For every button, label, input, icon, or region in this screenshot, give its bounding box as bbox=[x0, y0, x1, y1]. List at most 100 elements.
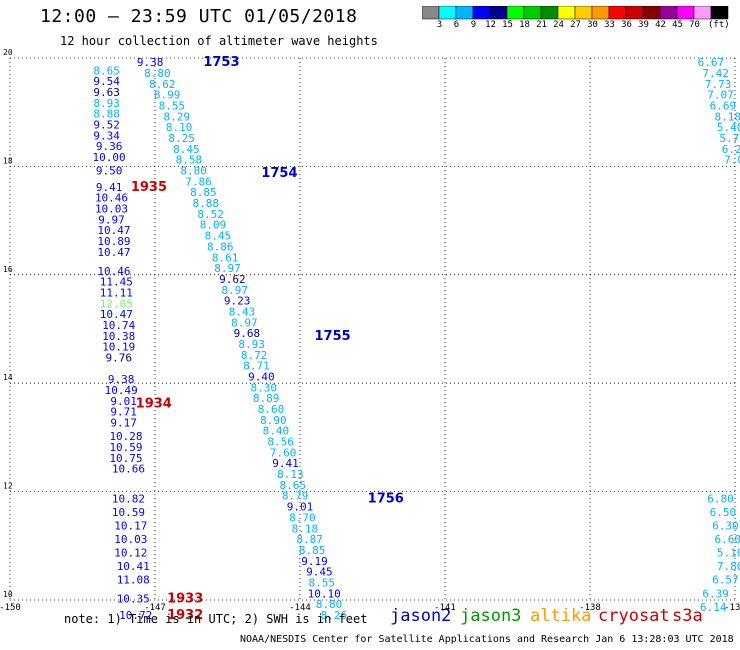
wave-height-value: 8.18 bbox=[292, 522, 319, 535]
color-swatch-label: 6 bbox=[453, 20, 460, 30]
wave-height-value: 5.10 bbox=[717, 547, 740, 560]
wave-height-value: 11.08 bbox=[117, 574, 150, 587]
wave-height-value: 6.67 bbox=[698, 56, 725, 69]
wave-height-value: 8.80 bbox=[144, 67, 171, 80]
y-tick-label: 10 bbox=[3, 590, 13, 599]
wave-height-value: 10.19 bbox=[102, 341, 135, 354]
wave-height-value: 9.41 bbox=[272, 457, 299, 470]
wave-height-value: 9.01 bbox=[287, 501, 314, 514]
color-swatch-label: 12 bbox=[485, 20, 496, 30]
wave-height-value: 8.10 bbox=[166, 121, 193, 134]
y-tick-label: 14 bbox=[3, 373, 13, 382]
wave-height-value: 10.47 bbox=[100, 308, 133, 321]
wave-height-value: 10.28 bbox=[109, 430, 142, 443]
wave-height-value: 8.09 bbox=[200, 219, 227, 232]
satellite-legend-item: jason3 bbox=[460, 606, 522, 626]
wave-height-value: 10.03 bbox=[114, 533, 147, 546]
wave-height-value: 10.49 bbox=[105, 384, 138, 397]
wave-height-value: 8.99 bbox=[154, 89, 181, 102]
wave-height-value: 10.10 bbox=[308, 587, 341, 600]
satellite-legend-item: altika bbox=[530, 606, 592, 626]
wave-height-value: 8.80 bbox=[316, 598, 343, 611]
wave-height-value: 7.73 bbox=[705, 78, 732, 91]
wave-height-value: 8.52 bbox=[197, 208, 224, 221]
color-swatch-label: 3 bbox=[436, 20, 443, 30]
color-swatch-label: 70 bbox=[689, 20, 700, 30]
wave-height-value: 8.87 bbox=[296, 533, 323, 546]
color-legend-unit: (ft) bbox=[708, 20, 730, 30]
track-number-label: 1934 bbox=[136, 397, 172, 412]
wave-height-value: 6.57 bbox=[712, 574, 739, 587]
color-swatch-label: 24 bbox=[553, 20, 564, 30]
wave-height-value: 7.00 bbox=[724, 154, 740, 167]
color-swatch-label: 30 bbox=[587, 20, 598, 30]
satellite-legend-item: cryosat bbox=[598, 606, 670, 626]
x-tick-label: -141 bbox=[434, 603, 456, 613]
axis-tick-labels: -150 -147 -144 -141 -138 -135 10 12 14 16 18 20 bbox=[0, 48, 740, 613]
x-tick-label: -144 bbox=[289, 603, 311, 613]
x-tick-label: -147 bbox=[144, 603, 166, 613]
y-tick-label: 20 bbox=[3, 48, 13, 57]
wave-height-value: 9.38 bbox=[137, 56, 164, 69]
wave-height-value: 9.40 bbox=[248, 370, 275, 383]
chart-title: 12:00 – 23:59 UTC 01/05/2018 bbox=[40, 6, 358, 27]
plot-grid bbox=[9, 57, 736, 601]
wave-height-value: 8.88 bbox=[193, 197, 220, 210]
wave-height-value: 9.01 bbox=[110, 395, 137, 408]
chart-subtitle: 12 hour collection of altimeter wave hei… bbox=[60, 34, 378, 48]
wave-height-value: 8.71 bbox=[243, 360, 270, 373]
wave-height-value: 10.59 bbox=[112, 506, 145, 519]
wave-height-value: 11.45 bbox=[100, 276, 133, 289]
wave-height-value: 8.65 bbox=[280, 479, 307, 492]
wave-height-value: 8.55 bbox=[309, 576, 336, 589]
data-points: 9.388.808.628.998.558.298.108.258.458.58… bbox=[93, 56, 740, 622]
wave-height-value: 7.86 bbox=[185, 175, 212, 188]
wave-height-value: 10.35 bbox=[117, 593, 150, 606]
wave-height-value: 8.70 bbox=[289, 511, 316, 524]
wave-height-value: 9.45 bbox=[306, 566, 333, 579]
wave-height-value: 10.38 bbox=[102, 330, 135, 343]
wave-height-value: 9.54 bbox=[93, 75, 120, 88]
wave-height-value: 8.72 bbox=[241, 349, 268, 362]
wave-height-value: 6.80 bbox=[707, 492, 734, 505]
wave-height-value: 8.97 bbox=[214, 262, 241, 275]
wave-height-value: 8.55 bbox=[159, 99, 186, 112]
wave-height-value: 10.17 bbox=[114, 520, 147, 533]
wave-height-value: 9.63 bbox=[93, 86, 120, 99]
y-tick-label: 18 bbox=[3, 156, 13, 165]
wave-height-value: 8.97 bbox=[231, 316, 258, 329]
plot-note: note: 1) Time is in UTC; 2) SWH is in fe… bbox=[64, 612, 368, 626]
satellite-legend-item: jason2 bbox=[390, 606, 452, 626]
wave-height-value: 8.26 bbox=[321, 609, 348, 622]
color-swatch-label: 33 bbox=[604, 20, 615, 30]
wave-height-value: 10.03 bbox=[95, 202, 128, 215]
wave-height-value: 8.40 bbox=[263, 425, 290, 438]
wave-height-value: 6.50 bbox=[710, 506, 737, 519]
wave-height-value: 10.72 bbox=[119, 609, 152, 622]
wave-height-value: 10.82 bbox=[112, 492, 145, 505]
wave-height-value: 10.89 bbox=[97, 235, 130, 248]
wave-height-value: 9.41 bbox=[96, 181, 123, 194]
track-number-label: 1935 bbox=[131, 180, 167, 195]
wave-height-value: 8.30 bbox=[251, 381, 278, 394]
color-swatch-label: 36 bbox=[621, 20, 632, 30]
wave-height-value: 7.60 bbox=[270, 446, 297, 459]
x-tick-label: -138 bbox=[579, 603, 601, 613]
wave-height-value: 9.23 bbox=[224, 295, 251, 308]
x-tick-label: -135 bbox=[724, 603, 740, 613]
wave-height-value: 8.86 bbox=[207, 240, 234, 253]
wave-height-value: 5.70 bbox=[719, 132, 740, 145]
color-swatch-label: 9 bbox=[470, 20, 477, 30]
wave-height-value: 10.66 bbox=[112, 463, 145, 476]
wave-height-value: 9.50 bbox=[96, 165, 123, 178]
track-number-label: 1754 bbox=[261, 166, 297, 181]
wave-height-value: 10.75 bbox=[109, 452, 142, 465]
credit-line: NOAA/NESDIS Center for Satellite Applica… bbox=[240, 634, 734, 645]
color-swatch-label: 27 bbox=[570, 20, 581, 30]
y-tick-label: 12 bbox=[3, 482, 13, 491]
track-number-label: 1932 bbox=[167, 608, 203, 623]
wave-height-value: 10.46 bbox=[95, 192, 128, 205]
wave-height-value: 10.00 bbox=[93, 151, 126, 164]
